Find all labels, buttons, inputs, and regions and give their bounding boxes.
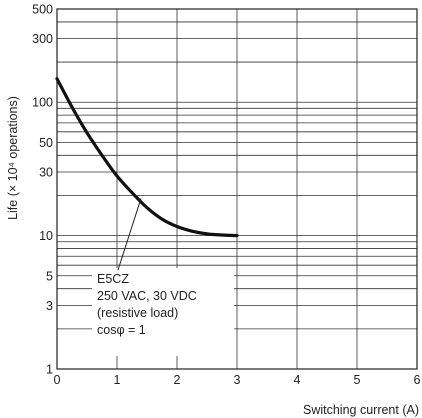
annotation-text-line: cosφ = 1 (97, 323, 146, 337)
x-tick-label: 5 (354, 373, 361, 387)
annotation-text-line: 250 VAC, 30 VDC (97, 289, 197, 303)
y-tick-label: 30 (39, 165, 53, 179)
x-tick-label: 2 (174, 373, 181, 387)
y-tick-label: 10 (39, 229, 53, 243)
series-group (55, 77, 239, 238)
x-tick-label: 3 (234, 373, 241, 387)
y-tick-label: 300 (32, 32, 53, 46)
y-tick-label: 100 (32, 96, 53, 110)
y-tick-label: 50 (39, 136, 53, 150)
annotation-box (92, 268, 234, 356)
annotation: E5CZ 250 VAC, 30 VDC (resistive load) cosφ … (92, 198, 234, 356)
x-tick-label: 6 (414, 373, 421, 387)
y-tick-label: 500 (32, 3, 53, 17)
y-axis-label: Life (× 10⁴ operations) (6, 96, 20, 220)
x-tick-label: 4 (294, 373, 301, 387)
x-tick-label: 1 (114, 373, 121, 387)
x-tick-labels: 0 1 2 3 4 5 6 (54, 373, 421, 387)
y-tick-label: 1 (46, 363, 53, 377)
x-tick-label: 0 (54, 373, 61, 387)
y-tick-labels: 1 3 5 10 30 50 100 300 500 (32, 3, 53, 377)
plot-frame (56, 8, 418, 370)
x-axis-label: Switching current (A) (303, 403, 419, 417)
life-curve-line (55, 77, 239, 238)
annotation-text-line: E5CZ (97, 272, 129, 286)
y-tick-label: 3 (46, 299, 53, 313)
y-tick-label: 5 (46, 269, 53, 283)
annotation-leader-line (117, 198, 142, 271)
annotation-text-line: (resistive load) (97, 306, 178, 320)
